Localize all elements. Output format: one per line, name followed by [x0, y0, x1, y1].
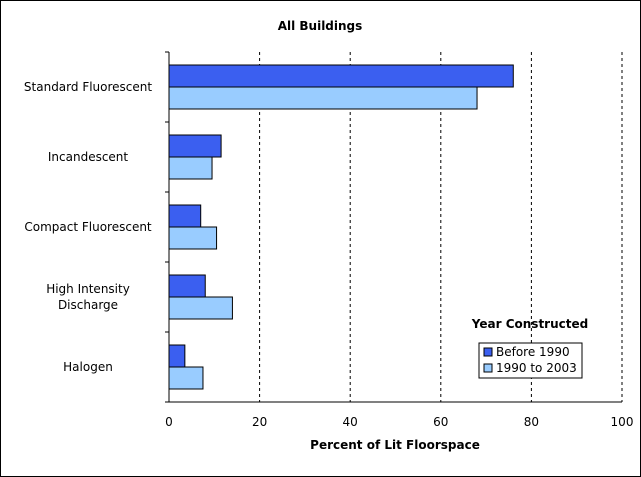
- legend-swatch-1: [483, 347, 493, 357]
- bars: [168, 64, 514, 390]
- x-tick-label-20: 20: [252, 415, 267, 429]
- bar-2-5: [168, 366, 204, 390]
- x-tick-labels: 0 20 40 60 80 100: [165, 415, 633, 429]
- bar-2-4: [168, 296, 233, 320]
- legend: Before 1990 1990 to 2003: [478, 342, 583, 379]
- legend-label-1: Before 1990: [496, 345, 570, 359]
- x-tick-label-60: 60: [433, 415, 448, 429]
- x-tick-label-80: 80: [524, 415, 539, 429]
- bar-1-4: [168, 274, 206, 298]
- bar-2-1: [168, 86, 478, 110]
- x-tick-label-40: 40: [343, 415, 358, 429]
- bar-1-1: [168, 64, 514, 88]
- legend-box: [478, 342, 583, 379]
- category-label-1: Standard Fluorescent: [24, 80, 152, 94]
- bar-2-2: [168, 156, 213, 180]
- chart-title: All Buildings: [278, 19, 363, 33]
- category-label-4: High Intensity Discharge: [46, 282, 130, 312]
- legend-title: Year Constructed: [471, 317, 588, 331]
- bar-1-2: [168, 134, 222, 158]
- category-labels: Standard Fluorescent Incandescent Compact …: [24, 80, 152, 374]
- bar-1-5: [168, 344, 186, 368]
- x-tick-label-0: 0: [165, 415, 173, 429]
- legend-label-2: 1990 to 2003: [496, 361, 577, 375]
- gridlines: [259, 52, 623, 402]
- bar-1-3: [168, 204, 202, 228]
- x-tick-label-100: 100: [611, 415, 634, 429]
- category-label-3: Compact Fluorescent: [24, 220, 152, 234]
- category-label-5: Halogen: [63, 360, 113, 374]
- x-axis-label: Percent of Lit Floorspace: [310, 438, 480, 452]
- axes: [165, 51, 622, 403]
- category-label-2: Incandescent: [48, 150, 129, 164]
- legend-swatch-2: [483, 363, 493, 373]
- bar-2-3: [168, 226, 218, 250]
